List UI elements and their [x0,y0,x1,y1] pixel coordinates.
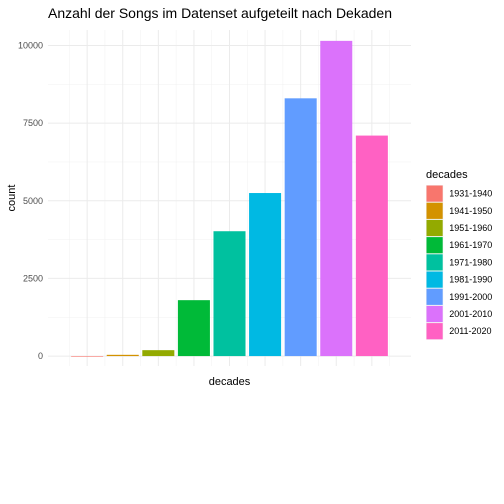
bar-2001-2010 [320,40,353,357]
bar-1971-1980 [213,231,246,357]
legend-label-1971-1980: 1971-1980 [449,257,492,267]
legend-label-2001-2010: 2001-2010 [449,309,492,319]
legend-swatch-1941-1950 [426,202,443,219]
legend-label-1981-1990: 1981-1990 [449,275,492,285]
legend-swatch-1981-1990 [426,271,443,288]
bar-1991-2000 [284,98,317,357]
bar-1931-1940 [71,356,104,357]
y-tick-label: 10000 [18,41,43,51]
legend-swatch-2001-2010 [426,305,443,323]
bar-1951-1960 [142,350,175,357]
legend-label-1931-1940: 1931-1940 [449,189,492,199]
legend-label-1941-1950: 1941-1950 [449,206,492,216]
legend: decades 1931-1940 1941-1950 1951-1960 1961-… [426,169,492,340]
legend-label-1961-1970: 1961-1970 [449,240,492,250]
y-axis-title: count [6,185,18,212]
legend-label-1951-1960: 1951-1960 [449,223,492,233]
legend-swatch-1991-2000 [426,288,443,305]
bar-1981-1990 [249,193,282,357]
legend-swatch-2011-2020 [426,323,443,340]
x-axis-title: decades [209,376,251,388]
legend-swatch-1971-1980 [426,254,443,271]
legend-swatch-1961-1970 [426,237,443,254]
legend-label-2011-2020: 2011-2020 [449,326,491,336]
bar-1961-1970 [177,300,210,357]
y-axis: 0 2500 5000 7500 10000 [18,41,43,362]
legend-title: decades [426,169,468,181]
legend-label-1991-2000: 1991-2000 [449,292,492,302]
y-tick-label: 7500 [23,118,43,128]
bars [71,40,388,357]
bar-1941-1950 [106,354,139,357]
bar-2011-2020 [355,135,388,357]
legend-swatch-1951-1960 [426,219,443,237]
legend-swatch-1931-1940 [426,185,443,202]
y-tick-label: 2500 [23,273,43,283]
y-tick-label: 5000 [23,196,43,206]
chart-title: Anzahl der Songs im Datenset aufgeteilt … [48,5,392,21]
y-tick-label: 0 [38,351,43,361]
